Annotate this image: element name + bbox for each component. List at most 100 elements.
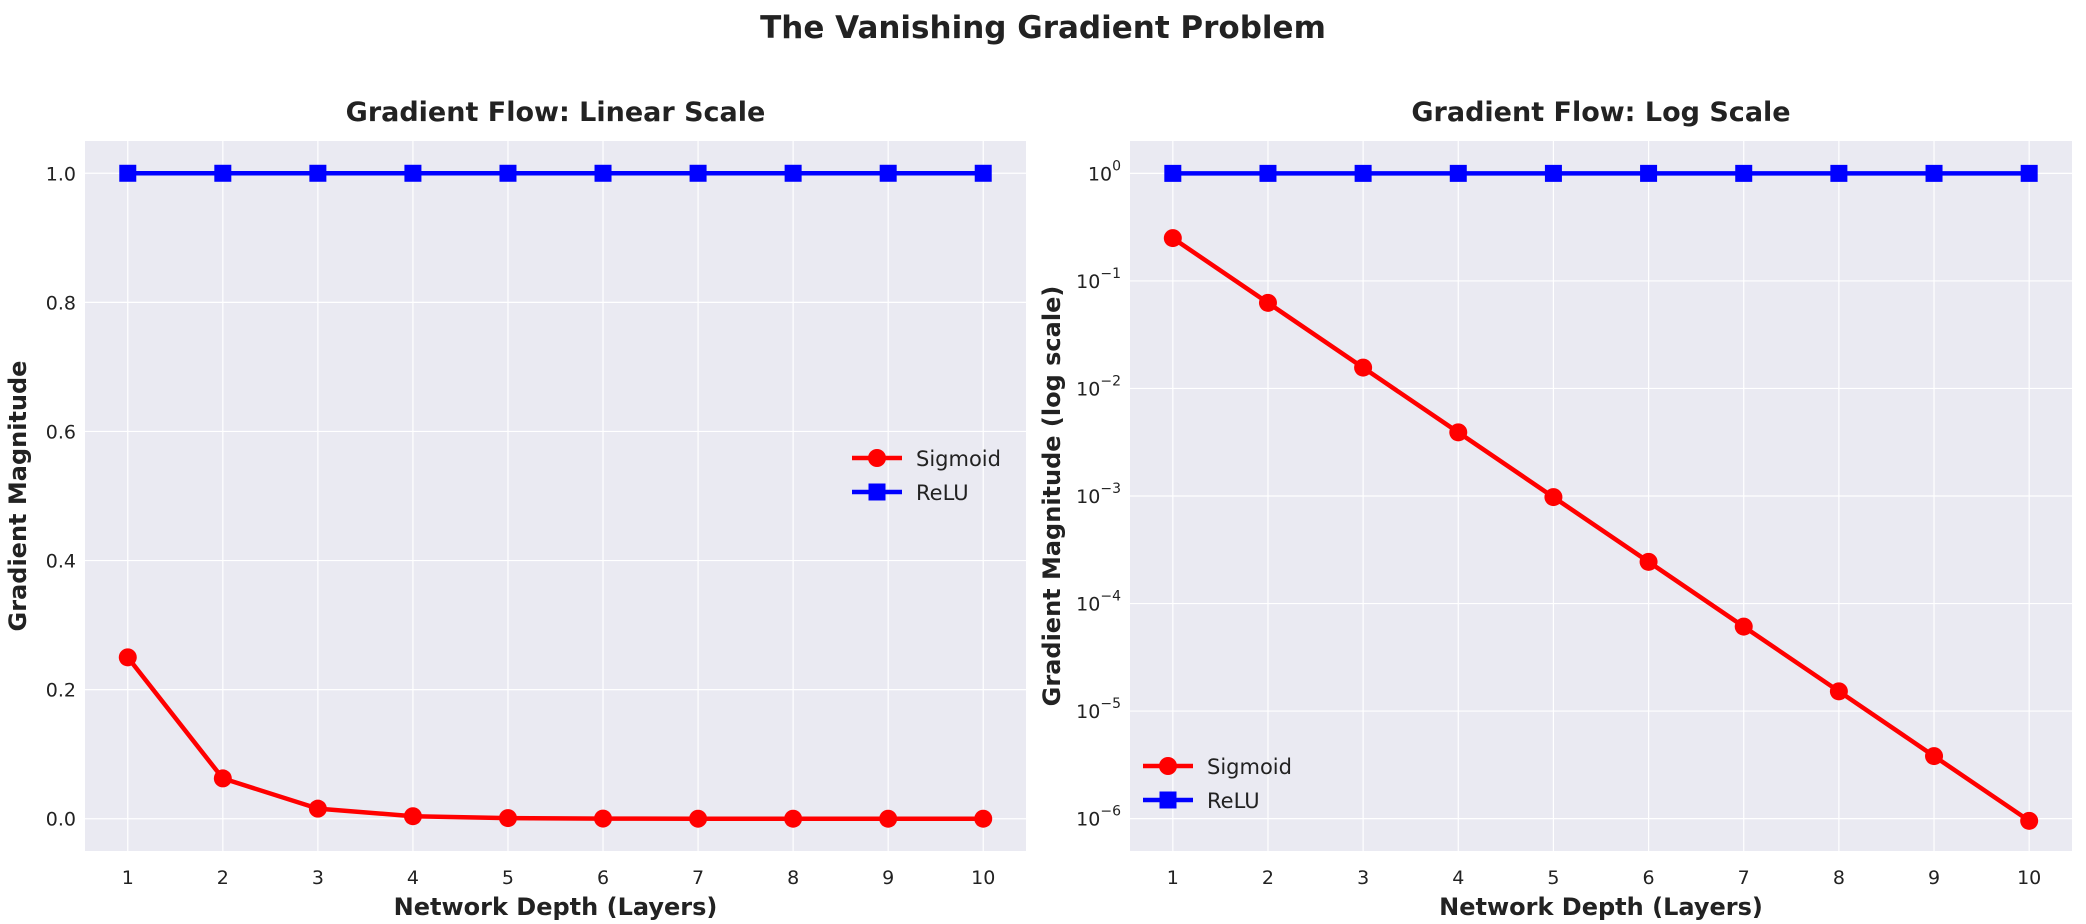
x-axis-label: Network Depth (Layers) (1439, 893, 1763, 921)
legend: Sigmoid ReLU (1143, 755, 1292, 813)
data-point (1449, 164, 1467, 182)
x-tick-label: 3 (1357, 867, 1369, 889)
y-tick-exponent: −1 (1100, 266, 1121, 282)
series-sigmoid (118, 648, 993, 828)
y-tick-base: 10 (1076, 701, 1100, 723)
y-axis-label: Gradient Magnitude (4, 361, 32, 632)
chart-log-scale: 1 2 3 4 5 6 7 8 9 1010−610−510−410−310−210−1100Gr… (1038, 97, 2072, 921)
legend-label: ReLU (916, 481, 969, 505)
legend-label: Sigmoid (1207, 755, 1292, 779)
data-point (1163, 229, 1182, 248)
series-line-sigmoid (126, 656, 984, 821)
data-point (1164, 164, 1182, 182)
legend-label: ReLU (1207, 789, 1260, 813)
chart-title: Gradient Flow: Log Scale (1411, 97, 1790, 128)
y-tick-base: 10 (1076, 809, 1100, 831)
data-point (1734, 617, 1753, 636)
data-point (119, 164, 137, 182)
y-tick-exponent: −3 (1100, 481, 1121, 497)
y-tick-label: 0.8 (46, 292, 76, 314)
x-tick-label: 4 (1452, 867, 1464, 889)
legend-marker (1159, 757, 1177, 775)
legend: Sigmoid ReLU (852, 447, 1001, 505)
y-tick-label: 10−1 (1076, 266, 1121, 293)
data-point (974, 809, 993, 828)
x-tick-label: 2 (1262, 867, 1274, 889)
y-tick-label: 10−4 (1076, 589, 1121, 616)
data-point (1925, 747, 1944, 766)
data-point (498, 809, 517, 828)
y-tick-label: 0.0 (46, 809, 76, 831)
data-point (1258, 293, 1277, 312)
data-point (1829, 682, 1848, 701)
data-point (1925, 164, 1943, 182)
y-tick-label: 0.6 (46, 421, 76, 443)
x-tick-label: 5 (502, 867, 514, 889)
data-point (1640, 164, 1658, 182)
chart-title: Gradient Flow: Linear Scale (346, 97, 766, 128)
data-point (213, 769, 232, 788)
data-point (594, 164, 612, 182)
y-tick-base: 10 (1088, 163, 1112, 185)
x-tick-label: 4 (407, 867, 419, 889)
figure-title: The Vanishing Gradient Problem (760, 10, 1326, 46)
data-point (404, 164, 422, 182)
data-point (784, 164, 802, 182)
legend-marker (1159, 791, 1177, 809)
y-tick-exponent: −4 (1100, 589, 1121, 605)
x-tick-label: 8 (1833, 867, 1845, 889)
data-point (1735, 164, 1753, 182)
x-tick-label: 5 (1547, 867, 1559, 889)
series-relu (119, 164, 992, 182)
data-point (118, 648, 137, 667)
y-tick-label: 10−5 (1076, 696, 1121, 723)
data-point (784, 809, 803, 828)
x-tick-label: 7 (1738, 867, 1750, 889)
data-point (1449, 423, 1468, 442)
data-point (974, 164, 992, 182)
y-tick-base: 10 (1076, 378, 1100, 400)
data-point (879, 164, 897, 182)
data-point (1544, 488, 1563, 507)
y-tick-base: 10 (1076, 486, 1100, 508)
x-tick-label: 3 (312, 867, 324, 889)
data-point (403, 807, 422, 826)
y-tick-base: 10 (1076, 271, 1100, 293)
x-tick-label: 1 (1167, 867, 1179, 889)
data-point (1259, 164, 1277, 182)
legend-marker (868, 483, 886, 501)
series-sigmoid (1163, 229, 2039, 830)
data-point (309, 164, 327, 182)
x-tick-label: 8 (787, 867, 799, 889)
chart-linear-scale: 1 2 3 4 5 6 7 8 9 10 0.0 0.2 0.4 0.6 0.8 1.0 Gradient Fl… (4, 97, 1026, 921)
x-tick-label: 7 (692, 867, 704, 889)
data-point (879, 809, 898, 828)
y-tick-label: 10−3 (1076, 481, 1121, 508)
data-point (308, 799, 327, 818)
data-point (1830, 164, 1848, 182)
y-tick-exponent: −2 (1100, 373, 1121, 389)
data-point (689, 164, 707, 182)
x-tick-label: 2 (217, 867, 229, 889)
y-tick-label: 0.4 (46, 551, 76, 573)
y-tick-exponent: −5 (1100, 696, 1121, 712)
x-tick-label: 9 (1928, 867, 1940, 889)
x-tick-label: 10 (971, 867, 995, 889)
y-tick-label: 10−2 (1076, 373, 1121, 400)
data-point (1544, 164, 1562, 182)
data-point (1639, 552, 1658, 571)
x-axis-label: Network Depth (Layers) (394, 893, 718, 921)
y-axis-label: Gradient Magnitude (log scale) (1038, 286, 1066, 707)
y-tick-label: 1.0 (46, 163, 76, 185)
legend-marker (868, 449, 886, 467)
data-point (2020, 164, 2038, 182)
data-point (689, 809, 708, 828)
series-line-sigmoid (1171, 236, 2031, 823)
data-point (214, 164, 232, 182)
x-tick-label: 10 (2017, 867, 2041, 889)
data-point (499, 164, 517, 182)
legend-label: Sigmoid (916, 447, 1001, 471)
data-point (1354, 164, 1372, 182)
y-tick-exponent: 0 (1112, 158, 1121, 174)
